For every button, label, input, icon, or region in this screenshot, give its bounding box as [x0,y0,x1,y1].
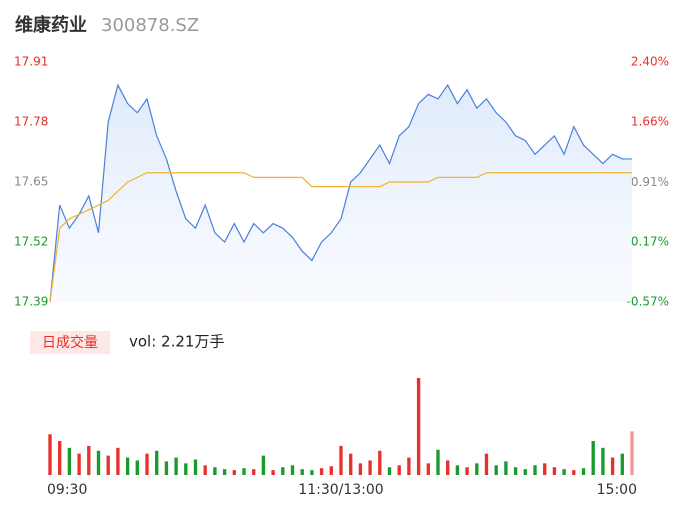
volume-bar [242,468,246,475]
volume-bar [300,469,304,475]
y-tick-label: 17.91 [14,55,48,69]
volume-bar [135,460,139,475]
volume-bar [407,457,411,475]
y-tick-label: 17.78 [14,115,48,129]
volume-bar [455,465,460,475]
volume-bar [436,449,440,475]
volume-bar [290,465,295,475]
x-tick-label: 15:00 [597,482,637,498]
volume-bar [416,378,421,475]
price-area [50,85,632,302]
x-tick-label: 11:30/13:00 [298,482,383,498]
volume-bar [533,465,537,475]
volume-bar [48,434,52,475]
volume-bar [310,470,314,475]
y2-tick-label: 0.17% [631,235,669,249]
stock-code: 300878.SZ [101,15,199,36]
volume-bar [562,469,566,475]
volume-bar [591,441,595,475]
volume-badge-label: 日成交量 [42,334,98,351]
volume-bar [368,460,372,475]
volume-bar [252,469,256,475]
volume-bar [572,470,576,475]
volume-bar [164,461,169,475]
volume-bar [261,455,266,475]
volume-bar [465,467,469,475]
volume-bar [475,463,479,475]
volume-bar [620,453,624,475]
y2-tick-label: 2.40% [631,55,669,69]
y-tick-label: 17.65 [14,175,48,189]
volume-bar [77,453,81,475]
volume-bar [426,463,430,475]
volume-bar [387,467,392,475]
volume-bar [232,470,236,475]
volume-bar [203,465,207,475]
volume-bar [116,447,120,475]
volume-bar [145,453,149,475]
volume-bar [87,445,91,475]
volume-bar [222,469,227,475]
volume-bar [523,469,527,475]
volume-bar [349,453,353,475]
volume-bar [319,468,324,475]
volume-bar [630,431,634,475]
y2-tick-label: 0.91% [631,175,669,189]
volume-bar [601,447,605,475]
volume-bar [329,466,333,475]
volume-bar [378,450,382,475]
volume-bar [67,447,72,475]
volume-bar [193,459,198,475]
volume-bar [281,467,285,475]
series-line [49,172,632,303]
volume-bar [58,441,62,475]
volume-bar [504,461,508,475]
volume-total: vol: 2.21万手 [129,333,224,351]
volume-bar [610,457,615,475]
volume-bar [96,450,101,475]
y2-tick-label: 1.66% [631,114,669,128]
volume-bar [397,465,401,475]
volume-bar [494,465,498,475]
volume-bar [271,470,275,475]
series-line [49,83,632,303]
y2-tick-label: -0.57% [627,295,669,309]
x-tick-label: 09:30 [47,482,87,498]
volume-bar [484,453,489,475]
volume-badge [30,331,110,354]
volume-bar [513,467,518,475]
volume-bar [125,457,130,475]
volume-bar [581,468,586,475]
volume-bar [213,467,217,475]
volume-bar [339,445,343,475]
y-tick-label: 17.52 [14,235,48,249]
volume-bar [106,455,110,475]
volume-bar [174,457,178,475]
volume-bar [446,460,450,475]
volume-bar [543,463,547,475]
stock-name: 维康药业 [15,14,87,36]
volume-bar [552,467,557,475]
volume-bar [155,450,159,475]
y-tick-label: 17.39 [14,295,48,309]
volume-bar [184,463,188,475]
volume-bar [358,463,363,475]
